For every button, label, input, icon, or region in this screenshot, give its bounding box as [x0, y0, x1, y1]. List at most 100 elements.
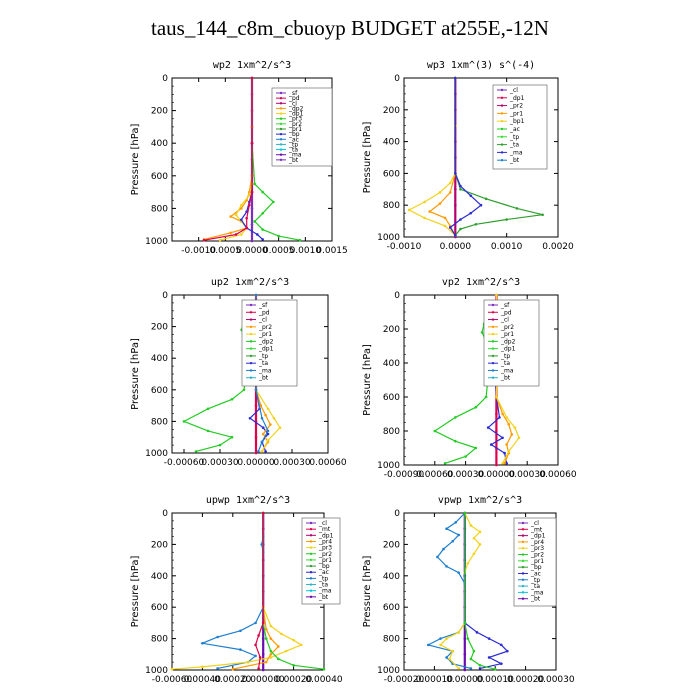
x-tick-label: 0.00030	[447, 470, 484, 480]
data-point	[269, 656, 273, 659]
legend-label: _dp1	[258, 346, 274, 353]
legend-marker	[521, 547, 525, 550]
data-point	[292, 638, 295, 642]
y-tick-label: 400	[383, 572, 400, 582]
legend-marker	[521, 597, 525, 600]
data-point	[463, 653, 467, 656]
legend-marker	[491, 325, 495, 329]
data-point	[254, 435, 258, 439]
data-point	[474, 222, 478, 226]
x-tick-label: 0.0015	[316, 246, 348, 256]
data-point	[454, 203, 457, 207]
x-tick-label: 0.00030	[201, 458, 238, 468]
legend-label: _mt	[318, 526, 331, 533]
data-point	[277, 234, 280, 238]
data-point	[248, 203, 251, 207]
data-point	[466, 637, 470, 640]
data-point	[230, 435, 234, 439]
y-tick-label: 1000	[377, 461, 400, 471]
data-point	[501, 412, 504, 416]
legend-label: _pr1	[530, 558, 544, 565]
data-point	[261, 228, 264, 231]
legend-label: _pr2	[500, 324, 514, 331]
legend-label: _dp1	[288, 111, 304, 118]
legend-marker	[491, 361, 495, 365]
x-tick-label: 0.00000	[446, 675, 483, 685]
legend-label: _pr3	[530, 545, 544, 552]
legend-marker	[309, 577, 313, 580]
data-point	[423, 216, 426, 220]
data-point	[170, 667, 174, 671]
y-tick-label: 200	[383, 325, 400, 335]
data-point	[503, 451, 506, 455]
data-point	[451, 539, 454, 543]
data-point	[280, 632, 283, 636]
data-point	[472, 649, 476, 653]
legend-label: _ta	[318, 582, 328, 589]
legend-marker	[491, 347, 495, 350]
data-point	[480, 331, 484, 334]
legend-box	[241, 299, 298, 387]
data-point	[264, 637, 268, 640]
legend-marker	[249, 311, 253, 314]
y-axis-label: Pressure [hPa]	[362, 344, 373, 416]
legend-label: _pd	[288, 95, 300, 102]
x-tick-label: 0.00000	[478, 470, 515, 480]
data-point	[507, 450, 511, 453]
legend-marker	[249, 347, 253, 350]
legend-label: _dp2	[500, 338, 516, 345]
data-point	[442, 547, 445, 551]
legend-marker	[521, 528, 525, 531]
y-tick-label: 0	[162, 291, 168, 301]
legend-label: _pr3	[318, 545, 332, 552]
data-point	[264, 660, 268, 664]
legend-marker	[521, 591, 525, 594]
data-point	[478, 667, 482, 670]
data-point	[254, 654, 257, 658]
data-point	[457, 533, 461, 537]
legend-label: _cl	[500, 317, 509, 324]
data-point	[487, 637, 491, 640]
data-point	[229, 215, 232, 218]
legend-label: _ma	[530, 589, 544, 596]
panel-title: wp3 1xm^(3) s^(-4)	[427, 60, 535, 71]
legend-marker	[500, 104, 504, 107]
legend-label: _bt	[500, 375, 511, 382]
legend-marker	[249, 376, 253, 379]
legend-box	[513, 517, 557, 607]
legend-marker	[491, 376, 495, 379]
data-point	[457, 631, 461, 634]
data-point	[269, 653, 273, 656]
legend-label: _cl	[509, 87, 518, 94]
data-point	[505, 462, 508, 465]
x-tick-label: 0.00060	[416, 470, 453, 480]
series-line-dp1	[254, 513, 264, 669]
data-point	[484, 395, 488, 399]
data-point	[202, 238, 206, 242]
plot-frame	[171, 512, 325, 671]
data-point	[253, 220, 256, 223]
data-point	[503, 462, 506, 465]
legend-label: _tp	[258, 353, 268, 360]
legend-label: _sf	[500, 302, 510, 309]
y-tick-label: 200	[151, 107, 168, 117]
data-point	[277, 645, 280, 648]
y-tick-label: 0	[394, 509, 400, 519]
data-point	[510, 433, 514, 436]
legend-label: _ac	[288, 136, 299, 143]
legend-marker	[500, 112, 504, 115]
data-point	[278, 426, 282, 430]
y-tick-label: 400	[151, 354, 168, 364]
x-tick-label: 0.00020	[214, 675, 251, 685]
figure-title: taus_144_c8m_cbuoyp BUDGET at255E,-12N	[151, 16, 549, 40]
data-point	[218, 443, 222, 447]
legend-label: _dp1	[530, 533, 546, 540]
x-tick-label: 0.0020	[542, 242, 574, 252]
data-point	[269, 649, 273, 653]
data-point	[229, 231, 232, 235]
legend-marker	[249, 318, 253, 321]
x-tick-label: 0.00000	[237, 458, 274, 468]
data-point	[230, 397, 234, 401]
data-point	[479, 203, 483, 207]
data-point	[443, 462, 447, 465]
